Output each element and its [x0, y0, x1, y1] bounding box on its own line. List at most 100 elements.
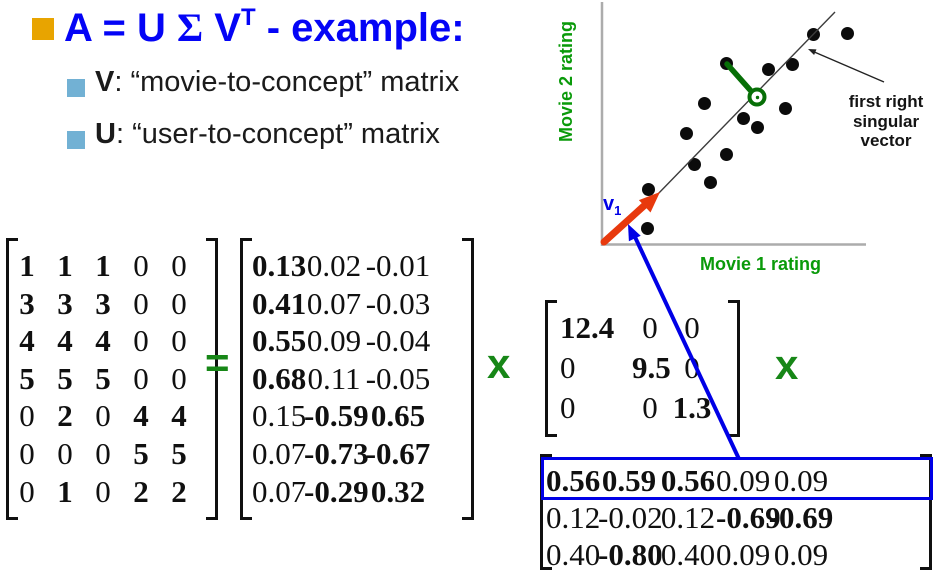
- matrix-cell: 0.09: [773, 537, 829, 572]
- matrix-cell: 0: [133, 323, 149, 359]
- matrix-cell: 0: [19, 398, 35, 434]
- matrix-U: 0.13 0.02 -0.01 0.41 0.07 -0.03 0.55 0.09 -0.04 0…: [240, 238, 474, 520]
- bullet-item-v: V: “movie-to-concept” matrix: [95, 66, 459, 99]
- matrix-cell: 0: [19, 473, 35, 509]
- bracket-left: [540, 454, 552, 570]
- matrix-cell: 0: [95, 398, 111, 434]
- v1-subscript: 1: [614, 203, 622, 218]
- matrix-cell: 4: [19, 323, 35, 359]
- matrix-cell: 0: [95, 473, 111, 509]
- matrix-cell: 5: [171, 435, 187, 471]
- bracket-left: [6, 238, 18, 520]
- matrix-cell: 0: [95, 435, 111, 471]
- matrix-cell: 4: [171, 398, 187, 434]
- matrix-cell: 3: [95, 285, 111, 321]
- bullet-lead: U: [95, 118, 116, 150]
- matrix-cell: 0: [171, 360, 187, 396]
- annotation-first-right-singular-vector: first right singular vector: [834, 92, 938, 151]
- matrix-cell: 0.68: [252, 360, 307, 396]
- bracket-right: [206, 238, 218, 520]
- bracket-right: [462, 238, 474, 520]
- matrix-cell: 0: [560, 390, 576, 425]
- matrix-body: 0.13 0.02 -0.01 0.41 0.07 -0.03 0.55 0.09 -0.04 0…: [252, 247, 432, 510]
- matrix-cell: 0: [642, 310, 658, 345]
- matrix-cell: 0.12: [546, 500, 601, 535]
- matrix-cell: 0: [133, 285, 149, 321]
- scatter-point: [840, 26, 854, 40]
- first-singular-vector-highlight-box: [541, 457, 933, 500]
- projected-point-center: [755, 95, 760, 100]
- bullet-icon: [67, 131, 85, 149]
- matrix-cell: 5: [133, 435, 149, 471]
- scatter-point: [687, 157, 701, 171]
- matrix-cell: 1.3: [672, 390, 712, 425]
- matrix-cell: 5: [95, 360, 111, 396]
- matrix-cell: 1: [95, 248, 111, 283]
- annotation-arrow: [811, 50, 885, 83]
- matrix-row: 12.4 0 0: [545, 308, 716, 348]
- matrix-cell: -0.04: [365, 323, 431, 359]
- annotation-line: vector: [860, 131, 912, 150]
- scatter-point: [640, 221, 654, 235]
- equals-sign: =: [205, 339, 230, 386]
- matrix-cell: 0.40: [546, 537, 601, 572]
- matrix-cell: 12.4: [560, 310, 615, 345]
- slide-title: A = U Σ VT - example:: [64, 4, 465, 51]
- matrix-body: 12.4 0 0 0 9.5 0 0 0 1.3: [545, 308, 716, 428]
- matrix-cell: 0.41: [252, 285, 307, 321]
- bullet-text: : “user-to-concept” matrix: [115, 118, 440, 150]
- title-post: - example:: [255, 6, 465, 50]
- matrix-cell: 1: [19, 248, 35, 283]
- multiply-sign: x: [775, 341, 799, 388]
- matrix-row: 0.55 0.09 -0.04: [252, 322, 432, 360]
- matrix-cell: 0: [171, 248, 187, 283]
- matrix-cell: 4: [133, 398, 149, 434]
- bullet-icon: [67, 79, 85, 97]
- title-bullet-icon: [32, 18, 54, 40]
- matrix-cell: 9.5: [632, 350, 671, 385]
- matrix-row: 0.56 0.59 0.56 0.09 0.09: [546, 462, 834, 499]
- annotation-arrowhead-icon: [808, 49, 817, 55]
- scatter-point: [736, 111, 750, 125]
- matrix-row: 0.40 -0.80 0.40 0.09 0.09: [546, 536, 834, 573]
- singular-vector-line: [655, 11, 836, 197]
- matrix-cell: 0.07: [306, 285, 362, 321]
- v1-base: v: [603, 193, 615, 215]
- matrix-cell: 2: [133, 473, 149, 509]
- matrix-cell: 5: [57, 360, 73, 396]
- matrix-cell: 1: [57, 248, 73, 283]
- matrix-Sigma: 12.4 0 0 0 9.5 0 0 0 1.3: [545, 300, 740, 437]
- bracket-left: [545, 300, 557, 437]
- matrix-cell: -0.05: [365, 360, 431, 396]
- matrix-row: 0.07 -0.73 -0.67: [252, 435, 432, 473]
- matrix-cell: 0.07: [252, 435, 307, 471]
- matrix-row: 0.15 -0.59 0.65: [252, 397, 432, 435]
- matrix-cell: 0.12: [660, 500, 716, 535]
- y-axis-label: Movie 2 rating: [556, 20, 576, 142]
- matrix-cell: 0.09: [773, 463, 829, 498]
- matrix-cell: 0.09: [306, 323, 362, 359]
- matrix-row: 0.12 -0.02 0.12 -0.69 -0.69: [546, 499, 834, 536]
- matrix-cell: 0: [171, 323, 187, 359]
- matrix-cell: 0.55: [252, 323, 307, 359]
- matrix-cell: 0.09: [716, 463, 771, 498]
- matrix-cell: 0.11: [307, 360, 361, 396]
- matrix-cell: 0: [684, 350, 700, 385]
- matrix-cell: 0.02: [306, 248, 362, 283]
- bullet-lead: V: [95, 66, 115, 98]
- scatter-point: [641, 182, 655, 196]
- matrix-cell: 0.13: [252, 248, 307, 283]
- sigma-symbol: Σ: [177, 5, 204, 50]
- matrix-cell: 0: [133, 360, 149, 396]
- bracket-right: [728, 300, 740, 437]
- matrix-cell: 2: [171, 473, 187, 509]
- matrix-cell: -0.01: [365, 248, 431, 283]
- scatter-point: [778, 101, 792, 115]
